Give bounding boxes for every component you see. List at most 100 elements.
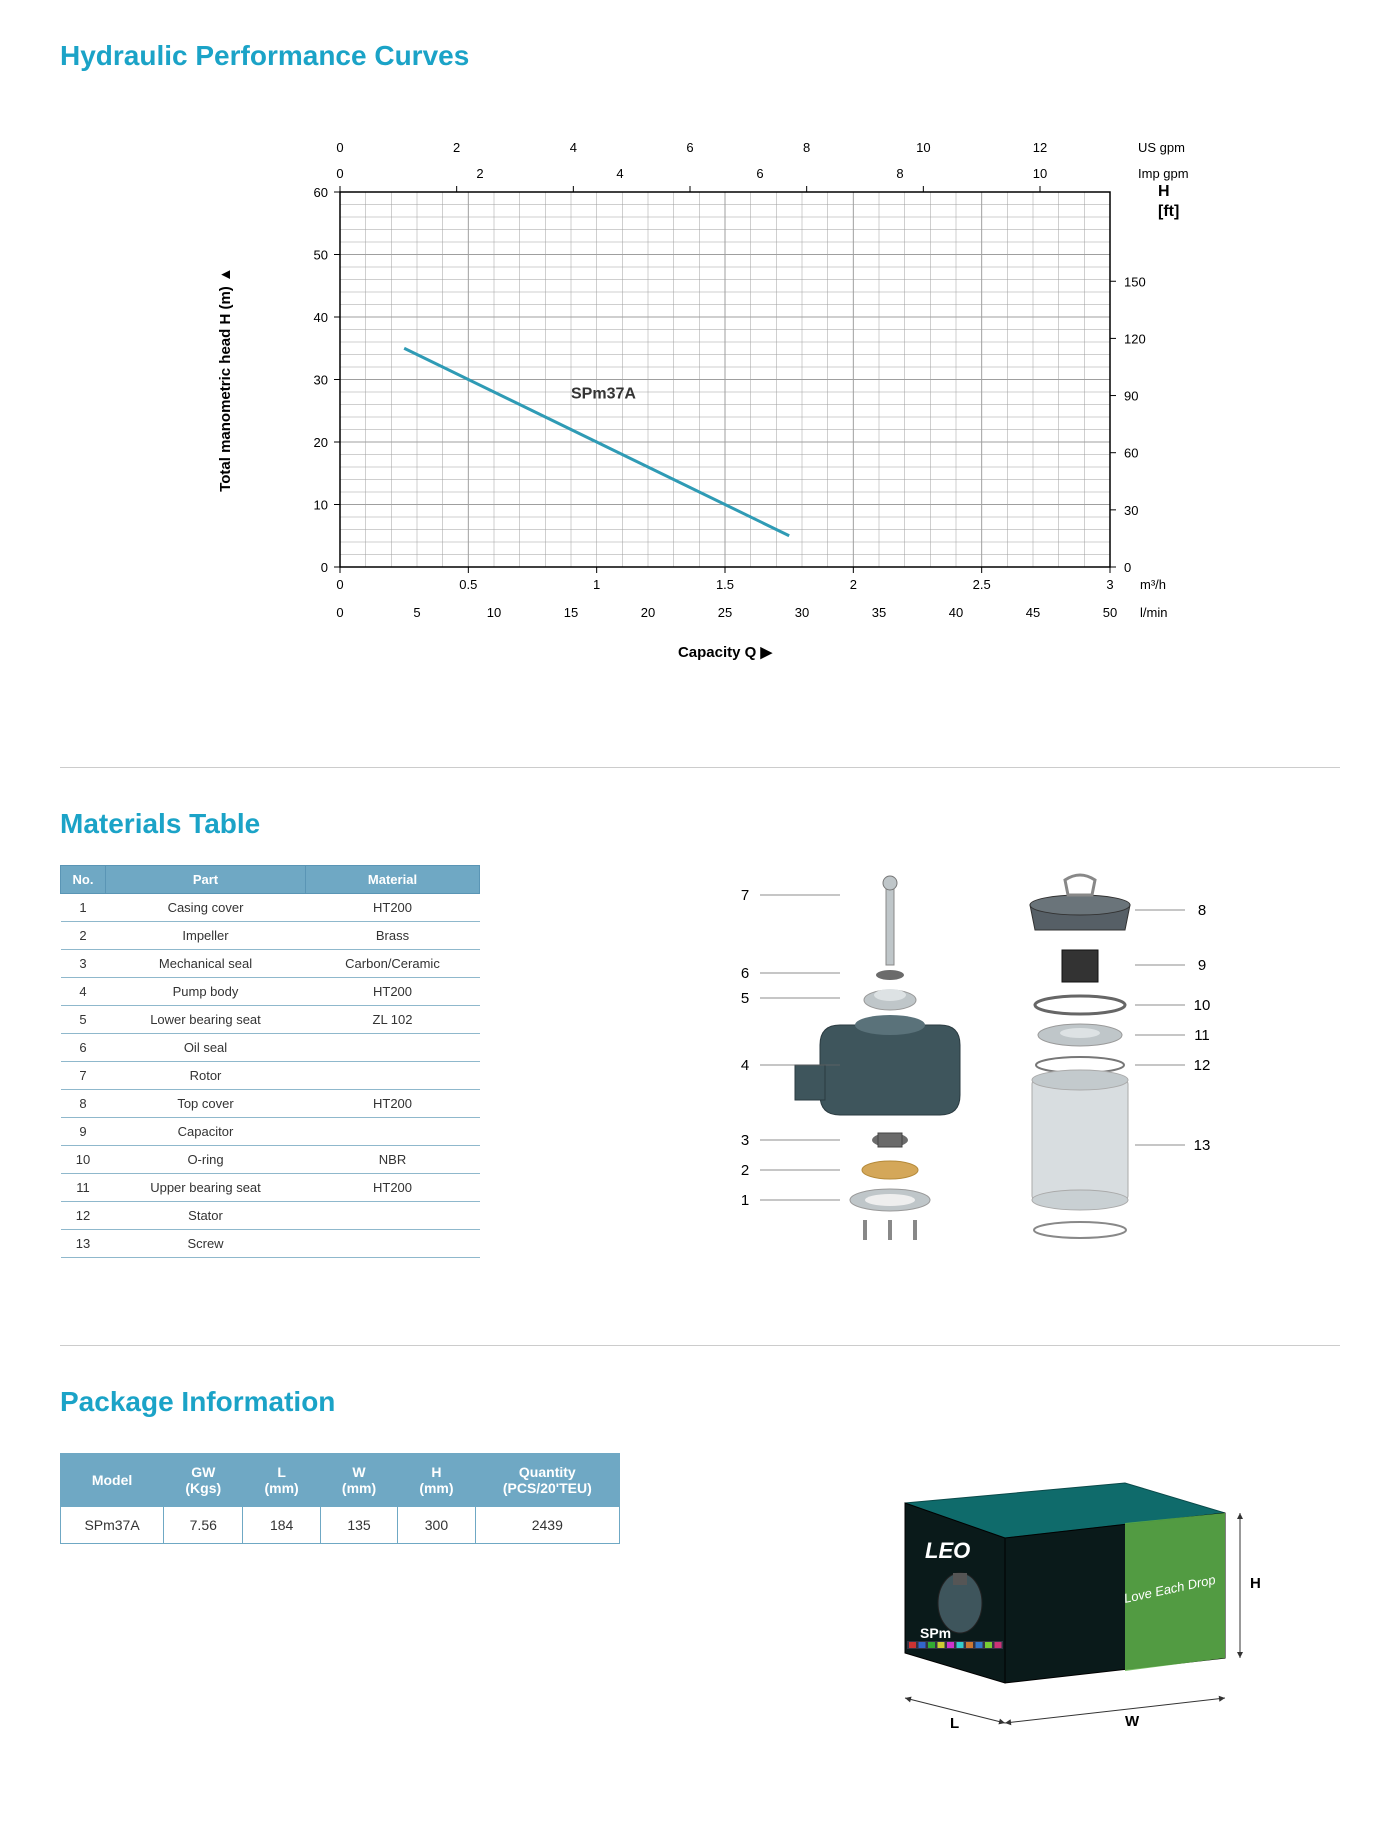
table-row: 3Mechanical sealCarbon/Ceramic [61,950,480,978]
svg-text:5: 5 [413,605,420,620]
svg-text:35: 35 [872,605,886,620]
svg-text:12: 12 [1033,140,1047,155]
svg-text:7: 7 [741,887,749,904]
svg-text:10: 10 [314,498,328,513]
svg-text:2: 2 [741,1162,749,1179]
svg-text:[ft]: [ft] [1158,203,1179,220]
svg-text:0: 0 [1124,560,1131,575]
svg-text:2.5: 2.5 [973,577,991,592]
svg-text:H: H [1158,183,1170,200]
svg-text:25: 25 [718,605,732,620]
svg-text:W: W [1125,1713,1140,1730]
table-header: Quantity(PCS/20'TEU) [475,1454,619,1507]
svg-text:150: 150 [1124,274,1146,289]
svg-text:3: 3 [741,1132,749,1149]
package-box: LEOSPmLove Each DropLWH [825,1443,1285,1743]
svg-text:45: 45 [1026,605,1040,620]
svg-text:6: 6 [741,965,749,982]
svg-text:0: 0 [336,140,343,155]
svg-text:US gpm: US gpm [1138,140,1185,155]
svg-text:60: 60 [1124,446,1138,461]
svg-text:15: 15 [564,605,578,620]
exploded-diagram: 76543218910111213 [710,865,1230,1295]
table-row: SPm37A7.561841353002439 [61,1507,620,1544]
table-row: 8Top coverHT200 [61,1090,480,1118]
table-header: GW(Kgs) [164,1454,243,1507]
svg-text:Imp gpm: Imp gpm [1138,166,1189,181]
svg-text:60: 60 [314,185,328,200]
materials-section: Materials Table No.PartMaterial 1Casing … [60,808,1340,1295]
svg-text:4: 4 [741,1057,749,1074]
svg-text:5: 5 [741,990,749,1007]
svg-text:Capacity Q ▶: Capacity Q ▶ [678,644,774,661]
svg-text:10: 10 [1194,997,1211,1014]
chart-section: Hydraulic Performance Curves 01020304050… [60,40,1340,717]
performance-chart: 01020304050600306090120150H[ft]00.511.52… [170,97,1230,717]
table-header: Model [61,1454,164,1507]
svg-text:m³/h: m³/h [1140,577,1166,592]
table-header: No. [61,866,106,894]
table-row: 4Pump bodyHT200 [61,978,480,1006]
svg-text:3: 3 [1106,577,1113,592]
table-row: 7Rotor [61,1062,480,1090]
chart-container: 01020304050600306090120150H[ft]00.511.52… [60,97,1340,717]
svg-text:1: 1 [741,1192,749,1209]
package-box-illustration: LEOSPmLove Each DropLWH [770,1443,1340,1743]
table-row: 6Oil seal [61,1034,480,1062]
svg-text:30: 30 [314,373,328,388]
svg-text:0: 0 [321,560,328,575]
exploded-view: 76543218910111213 [600,865,1340,1295]
svg-text:6: 6 [686,140,693,155]
chart-title: Hydraulic Performance Curves [60,40,1340,72]
divider [60,767,1340,768]
svg-text:50: 50 [314,248,328,263]
svg-text:40: 40 [949,605,963,620]
svg-text:1: 1 [593,577,600,592]
svg-text:0.5: 0.5 [459,577,477,592]
table-row: 10O-ringNBR [61,1146,480,1174]
svg-text:6: 6 [756,166,763,181]
svg-text:0: 0 [336,605,343,620]
svg-text:90: 90 [1124,389,1138,404]
svg-text:0: 0 [336,166,343,181]
svg-text:10: 10 [1033,166,1047,181]
svg-text:120: 120 [1124,331,1146,346]
svg-text:2: 2 [476,166,483,181]
svg-text:8: 8 [896,166,903,181]
svg-text:Total manometric head H (m) ▲: Total manometric head H (m) ▲ [217,267,234,492]
svg-text:10: 10 [916,140,930,155]
svg-text:10: 10 [487,605,501,620]
svg-text:1.5: 1.5 [716,577,734,592]
svg-text:L: L [950,1715,959,1732]
package-table: ModelGW(Kgs)L(mm)W(mm)H(mm)Quantity(PCS/… [60,1453,620,1544]
svg-text:8: 8 [803,140,810,155]
svg-text:4: 4 [570,140,577,155]
table-row: 9Capacitor [61,1118,480,1146]
materials-title: Materials Table [60,808,1340,840]
svg-text:2: 2 [850,577,857,592]
table-header: L(mm) [243,1454,320,1507]
table-row: 1Casing coverHT200 [61,894,480,922]
svg-text:SPm37A: SPm37A [571,385,636,402]
svg-text:30: 30 [795,605,809,620]
svg-text:9: 9 [1198,957,1206,974]
table-header: Part [106,866,306,894]
table-row: 13Screw [61,1230,480,1258]
svg-text:30: 30 [1124,503,1138,518]
table-header: Material [306,866,480,894]
table-header: W(mm) [320,1454,397,1507]
svg-text:8: 8 [1198,902,1206,919]
svg-text:H: H [1250,1575,1261,1592]
svg-text:LEO: LEO [925,1538,970,1563]
svg-text:12: 12 [1194,1057,1211,1074]
table-row: 12Stator [61,1202,480,1230]
svg-text:20: 20 [641,605,655,620]
svg-text:2: 2 [453,140,460,155]
svg-text:13: 13 [1194,1137,1211,1154]
svg-text:50: 50 [1103,605,1117,620]
svg-text:40: 40 [314,310,328,325]
svg-text:l/min: l/min [1140,605,1167,620]
divider [60,1345,1340,1346]
package-title: Package Information [60,1386,1340,1418]
materials-table: No.PartMaterial 1Casing coverHT2002Impel… [60,865,480,1258]
